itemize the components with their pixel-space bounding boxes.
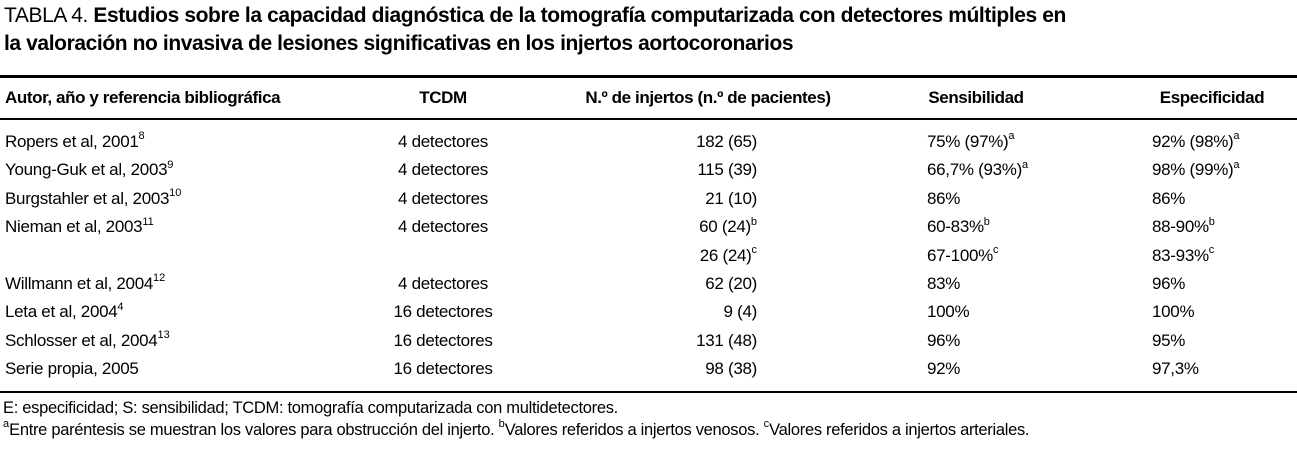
cell-sensibilidad: 96% <box>927 330 961 350</box>
table-row: Burgstahler et al, 200310 4 detectores 21 … <box>0 187 1297 215</box>
cell-autor-superscript: 12 <box>153 272 166 285</box>
table-body: Ropers et al, 20018 4 detectores 182 (65) 7… <box>0 130 1297 386</box>
top-rule <box>0 75 1297 78</box>
table-footnotes: E: especificidad; S: sensibilidad; TCDM:… <box>3 398 1293 441</box>
table-row: Willmann et al, 200412 4 detectores 62 (20… <box>0 272 1297 300</box>
cell-tcdm: 4 detectores <box>398 132 488 151</box>
cell-especificidad: 95% <box>1152 330 1186 350</box>
cell-autor: Ropers et al, 20018 <box>5 130 145 151</box>
cell-autor: Burgstahler et al, 200310 <box>5 187 182 208</box>
footnotes-line: aEntre paréntesis se muestran los valore… <box>3 418 1030 439</box>
cell-tcdm: 4 detectores <box>398 217 488 237</box>
cell-injertos: 115 (39) <box>697 160 757 180</box>
cell-especificidad: 98% (99%)a <box>1152 158 1240 180</box>
cell-especificidad: 100% <box>1152 302 1195 322</box>
cell-injertos-superscript: b <box>750 215 757 228</box>
cell-sensibilidad-superscript: c <box>992 243 999 256</box>
cell-especificidad: 86% <box>1152 188 1186 208</box>
column-header-autor: Autor, año y referencia bibliográfica <box>5 88 281 107</box>
cell-autor-superscript: 13 <box>157 329 170 342</box>
cell-injertos-superscript: c <box>751 243 758 256</box>
cell-autor-superscript: 4 <box>117 300 124 313</box>
footnote-marker: a <box>3 418 10 430</box>
cell-injertos: 60 (24)b <box>699 215 757 237</box>
footnote-marker: c <box>763 418 770 430</box>
table-row: 26 (24)c 67-100%c 83-93%c <box>0 244 1297 272</box>
table-row: Schlosser et al, 200413 16 detectores 131 … <box>0 329 1297 357</box>
column-header-especificidad: Especificidad <box>1159 88 1265 107</box>
cell-tcdm: 16 detectores <box>393 302 493 322</box>
cell-autor: Leta et al, 20044 <box>5 300 124 322</box>
cell-tcdm: 4 detectores <box>398 273 488 293</box>
abbreviations-note: E: especificidad; S: sensibilidad; TCDM:… <box>3 399 618 417</box>
cell-injertos: 9 (4) <box>723 302 758 322</box>
table-row: Ropers et al, 20018 4 detectores 182 (65) 7… <box>0 130 1297 158</box>
cell-autor: Schlosser et al, 200413 <box>5 329 170 350</box>
cell-sensibilidad-superscript: a <box>1021 158 1029 171</box>
cell-sensibilidad: 60-83%b <box>927 215 990 237</box>
cell-injertos: 62 (20) <box>705 273 757 293</box>
footnote-marker: b <box>498 418 505 430</box>
cell-sensibilidad: 67-100%c <box>927 243 999 265</box>
cell-sensibilidad: 100% <box>927 302 970 322</box>
table-title: TABLA 4. Estudios sobre la capacidad dia… <box>4 2 1294 58</box>
cell-tcdm: 4 detectores <box>398 160 488 180</box>
cell-tcdm: 16 detectores <box>393 359 493 379</box>
table-label: TABLA 4. <box>4 4 88 27</box>
cell-sensibilidad-superscript: b <box>983 215 990 228</box>
cell-autor-superscript: 8 <box>138 130 145 143</box>
cell-especificidad: 97,3% <box>1152 359 1199 379</box>
cell-tcdm: 16 detectores <box>393 330 493 350</box>
column-header-injertos: N.º de injertos (n.º de pacientes) <box>585 88 831 107</box>
cell-especificidad: 83-93%c <box>1152 243 1215 265</box>
table-row: Serie propia, 2005 16 detectores 98 (38) 92… <box>0 357 1297 385</box>
cell-especificidad-superscript: c <box>1208 243 1215 256</box>
cell-autor: Nieman et al, 200311 <box>5 215 154 237</box>
table-row: Young-Guk et al, 20039 4 detectores 115 (3… <box>0 158 1297 186</box>
cell-sensibilidad: 75% (97%)a <box>927 130 1015 151</box>
cell-autor-superscript: 11 <box>142 215 154 228</box>
table-row: Nieman et al, 200311 4 detectores 60 (24)b… <box>0 215 1297 243</box>
column-header-tcdm: TCDM <box>419 88 467 107</box>
cell-especificidad: 92% (98%)a <box>1152 130 1240 151</box>
cell-tcdm: 4 detectores <box>398 188 488 208</box>
cell-autor: Young-Guk et al, 20039 <box>5 158 174 180</box>
cell-sensibilidad-superscript: a <box>1008 130 1015 143</box>
table-row: Leta et al, 20044 16 detectores 9 (4) 100% 1… <box>0 300 1297 328</box>
cell-injertos: 21 (10) <box>705 188 757 208</box>
cell-injertos: 131 (48) <box>696 330 757 350</box>
cell-injertos: 26 (24)c <box>699 243 758 265</box>
cell-especificidad: 96% <box>1152 273 1186 293</box>
column-header-sensibilidad: Sensibilidad <box>928 88 1024 107</box>
cell-especificidad-superscript: b <box>1208 215 1215 228</box>
cell-injertos: 98 (38) <box>705 359 757 379</box>
cell-injertos: 182 (65) <box>696 132 757 151</box>
cell-sensibilidad: 83% <box>927 273 961 293</box>
bottom-rule <box>0 391 1297 393</box>
cell-sensibilidad: 86% <box>927 188 961 208</box>
cell-autor: Serie propia, 2005 <box>5 359 139 379</box>
cell-sensibilidad: 92% <box>927 359 961 379</box>
cell-sensibilidad: 66,7% (93%)a <box>927 158 1029 180</box>
cell-especificidad: 88-90%b <box>1152 215 1215 237</box>
cell-autor-superscript: 10 <box>169 187 182 200</box>
cell-especificidad-superscript: a <box>1233 158 1240 171</box>
cell-autor: Willmann et al, 200412 <box>5 272 166 293</box>
table-caption-line1: Estudios sobre la capacidad diagnóstica … <box>93 4 1066 27</box>
cell-especificidad-superscript: a <box>1233 130 1240 143</box>
cell-autor-superscript: 9 <box>167 158 174 171</box>
header-rule <box>0 118 1297 120</box>
table-caption-line2: la valoración no invasiva de lesiones si… <box>4 32 794 55</box>
